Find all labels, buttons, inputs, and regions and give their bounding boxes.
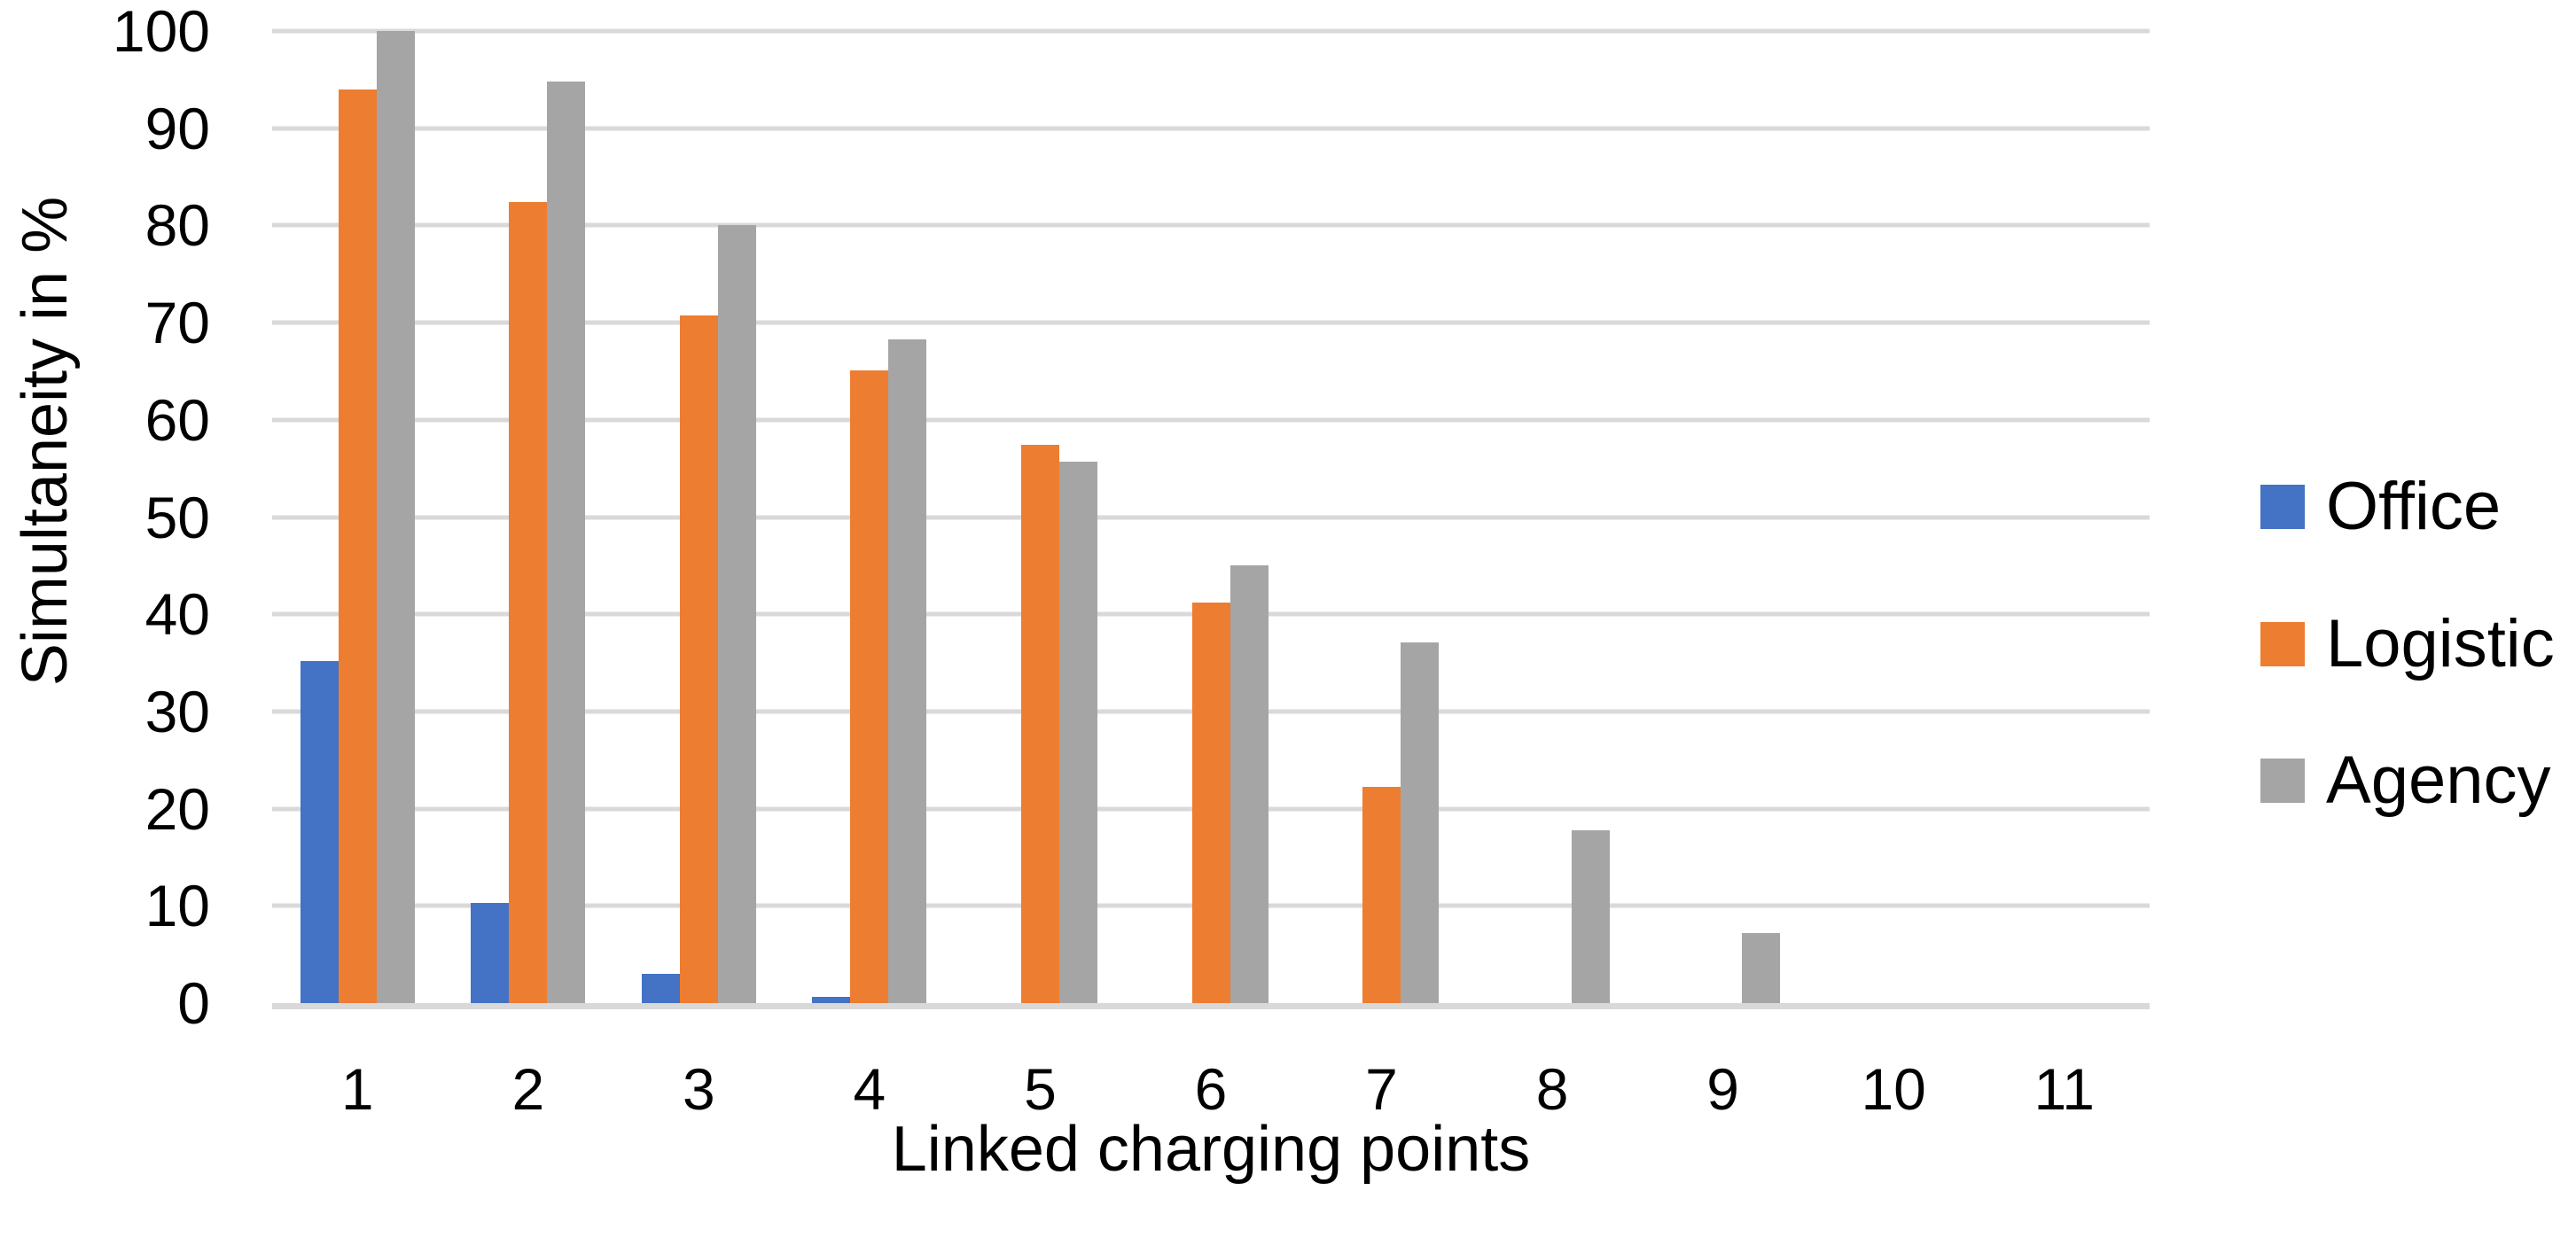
y-tick-label-70: 70	[144, 290, 210, 356]
y-tick-label-40: 40	[144, 581, 210, 648]
bar-logistic-4	[850, 370, 889, 1003]
y-tick-label-30: 30	[144, 678, 210, 744]
bar-office-1	[300, 660, 339, 1003]
y-tick-label-100: 100	[112, 0, 210, 64]
bar-agency-4	[888, 338, 927, 1003]
bar-agency-1	[376, 31, 415, 1003]
bar-agency-8	[1571, 829, 1610, 1003]
bar-agency-7	[1401, 642, 1440, 1003]
x-tick-label-5: 5	[1024, 1056, 1057, 1122]
x-axis-title: Linked charging points	[891, 1114, 1531, 1185]
y-tick-label-0: 0	[177, 970, 210, 1036]
bar-agency-3	[717, 225, 756, 1003]
x-tick-label-10: 10	[1861, 1056, 1926, 1122]
bar-logistic-7	[1362, 787, 1401, 1003]
bar-office-2	[471, 903, 510, 1003]
legend-label-logistic: Logistic	[2326, 605, 2555, 681]
x-tick-label-6: 6	[1194, 1056, 1228, 1122]
bar-agency-2	[547, 82, 586, 1003]
x-tick-label-7: 7	[1365, 1056, 1398, 1122]
plot-area	[272, 28, 2150, 1009]
gridline-80	[272, 222, 2150, 228]
bar-agency-6	[1229, 565, 1268, 1003]
y-tick-label-60: 60	[144, 386, 210, 453]
legend-item-office: Office	[2260, 473, 2501, 541]
gridline-70	[272, 320, 2150, 325]
x-tick-label-9: 9	[1706, 1056, 1739, 1122]
legend-label-agency: Agency	[2326, 743, 2551, 818]
gridline-60	[272, 417, 2150, 423]
legend: Office Logistic Agency	[2260, 0, 2576, 1245]
legend-swatch-office	[2260, 485, 2305, 529]
bar-logistic-5	[1020, 445, 1059, 1003]
bar-agency-9	[1742, 933, 1781, 1003]
bar-agency-5	[1058, 461, 1097, 1003]
x-tick-label-1: 1	[340, 1056, 374, 1122]
y-tick-label-50: 50	[144, 484, 210, 550]
x-tick-label-2: 2	[511, 1056, 545, 1122]
gridline-50	[272, 515, 2150, 519]
bar-logistic-2	[509, 202, 548, 1003]
legend-swatch-logistic	[2260, 621, 2305, 666]
y-tick-label-90: 90	[144, 95, 210, 161]
y-tick-label-10: 10	[144, 873, 210, 939]
legend-item-agency: Agency	[2260, 747, 2551, 814]
gridline-90	[272, 126, 2150, 131]
legend-label-office: Office	[2326, 469, 2502, 544]
y-axis-tick-labels: 0 10 20 30 40 50 60 70 80 90 100	[0, 2, 210, 1032]
legend-swatch-agency	[2260, 759, 2305, 803]
y-tick-label-20: 20	[144, 775, 210, 842]
x-tick-label-8: 8	[1535, 1056, 1569, 1122]
bar-logistic-3	[679, 315, 718, 1003]
x-tick-label-4: 4	[853, 1056, 886, 1122]
bar-logistic-6	[1191, 603, 1230, 1003]
x-axis-tick-labels: 1 2 3 4 5 6 7 8 9 10 11	[272, 1060, 2150, 1122]
bar-logistic-1	[338, 89, 377, 1003]
legend-item-logistic: Logistic	[2260, 605, 2555, 681]
bar-office-4	[812, 997, 851, 1003]
bar-office-3	[641, 974, 680, 1003]
x-tick-label-3: 3	[683, 1056, 715, 1122]
x-tick-label-11: 11	[2033, 1056, 2095, 1122]
y-tick-label-80: 80	[144, 192, 210, 259]
x-axis-line	[272, 1003, 2150, 1009]
gridline-100	[272, 28, 2150, 34]
